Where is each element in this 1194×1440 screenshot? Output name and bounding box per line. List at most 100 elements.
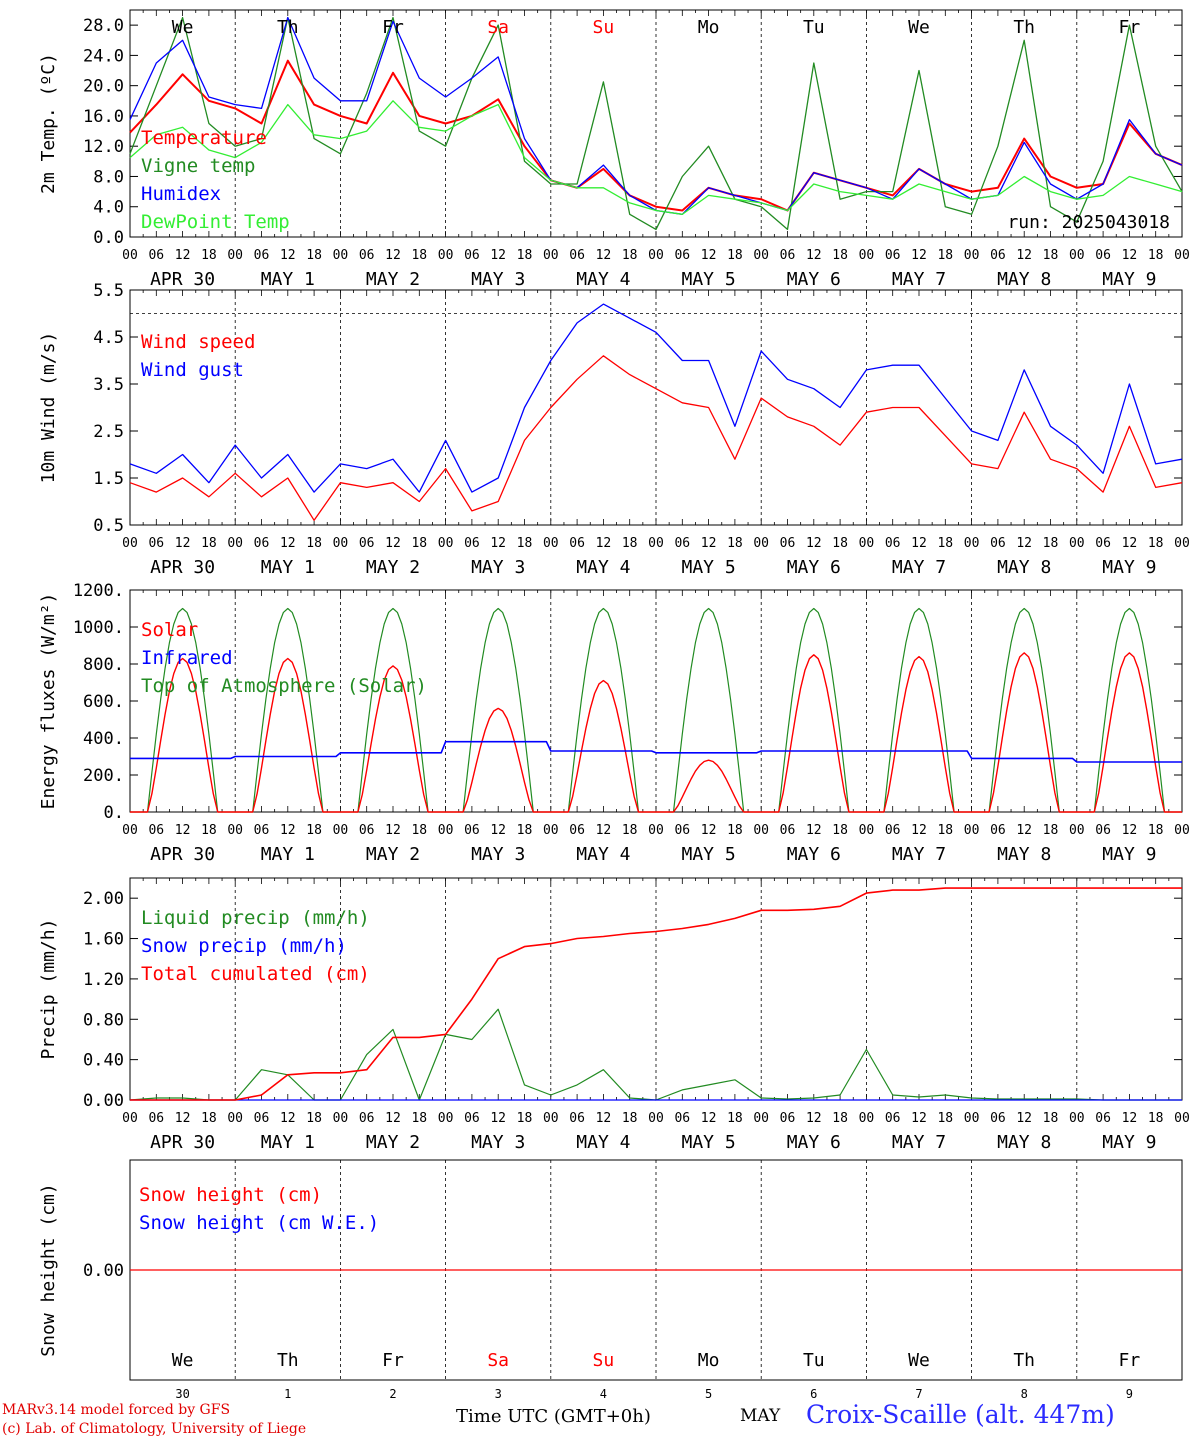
series-line	[129, 16, 1183, 231]
day-number: 5	[705, 1387, 712, 1401]
hour-tick-label: 06	[674, 823, 690, 838]
day-number: 6	[810, 1387, 817, 1401]
hour-tick-label: 18	[937, 248, 953, 263]
day-abbr: Fr	[1119, 17, 1141, 38]
hour-tick-label: 00	[1174, 248, 1190, 263]
y-tick-label: 12.0	[83, 137, 124, 157]
date-label: MAY 5	[682, 269, 736, 290]
legend-entry: Liquid precip (mm/h)	[141, 907, 370, 929]
date-label: MAY 1	[261, 557, 315, 578]
hour-tick-label: 06	[359, 823, 375, 838]
hour-tick-label: 12	[596, 248, 612, 263]
hour-tick-label: 12	[911, 248, 927, 263]
hour-tick-label: 18	[622, 248, 638, 263]
credit-line-2: (c) Lab. of Climatology, University of L…	[2, 1421, 307, 1437]
hour-tick-label: 18	[727, 536, 743, 551]
hour-tick-label: 00	[964, 536, 980, 551]
date-label: MAY 8	[997, 557, 1051, 578]
hour-tick-label: 06	[780, 248, 796, 263]
hour-tick-label: 12	[385, 536, 401, 551]
hour-tick-label: 00	[1069, 1111, 1085, 1126]
hour-tick-label: 18	[201, 1111, 217, 1126]
day-abbr: Su	[593, 1350, 615, 1371]
hour-tick-label: 06	[359, 536, 375, 551]
day-abbr: Su	[593, 17, 615, 38]
hour-tick-label: 12	[280, 536, 296, 551]
legend-entry: Temperature	[141, 127, 267, 149]
hour-tick-label: 06	[780, 1111, 796, 1126]
hour-tick-label: 12	[596, 536, 612, 551]
y-axis-label: 10m Wind (m/s)	[38, 332, 59, 484]
hour-tick-label: 00	[753, 1111, 769, 1126]
hour-tick-label: 06	[780, 823, 796, 838]
y-axis-label: Precip (mm/h)	[38, 919, 59, 1060]
hour-tick-label: 12	[280, 823, 296, 838]
hour-tick-label: 00	[438, 1111, 454, 1126]
series-line	[129, 100, 1183, 215]
hour-tick-label: 00	[859, 248, 875, 263]
hour-tick-label: 00	[859, 823, 875, 838]
date-label: MAY 6	[787, 1132, 841, 1153]
hour-tick-label: 12	[385, 248, 401, 263]
hour-tick-label: 00	[648, 536, 664, 551]
hour-tick-label: 06	[674, 248, 690, 263]
date-label: MAY 6	[787, 269, 841, 290]
run-annotation: run: 2025043018	[1007, 212, 1170, 233]
legend-entry: Wind gust	[141, 359, 244, 381]
y-axis-label: 2m Temp. (ºC)	[38, 53, 59, 194]
day-abbr: Fr	[382, 1350, 404, 1371]
hour-tick-label: 06	[464, 823, 480, 838]
hour-tick-label: 12	[701, 823, 717, 838]
hour-tick-label: 12	[490, 248, 506, 263]
hour-tick-label: 06	[254, 1111, 270, 1126]
day-abbr: Sa	[487, 1350, 509, 1371]
hour-tick-label: 06	[359, 248, 375, 263]
day-abbr: Th	[277, 1350, 299, 1371]
legend-entry: Vigne temp	[141, 155, 255, 177]
hour-tick-label: 12	[701, 536, 717, 551]
hour-tick-label: 12	[175, 536, 191, 551]
hour-tick-label: 00	[227, 823, 243, 838]
y-tick-label: 24.0	[83, 46, 124, 66]
day-abbr: Th	[1013, 1350, 1035, 1371]
date-label: MAY 8	[997, 269, 1051, 290]
hour-tick-label: 18	[937, 1111, 953, 1126]
date-label: MAY 4	[576, 557, 630, 578]
date-label: MAY 1	[261, 269, 315, 290]
y-tick-label: 5.5	[93, 281, 124, 301]
hour-tick-label: 00	[859, 536, 875, 551]
y-tick-label: 0.00	[83, 1261, 124, 1281]
date-label: MAY 9	[1102, 557, 1156, 578]
hour-tick-label: 00	[333, 823, 349, 838]
hour-tick-label: 18	[306, 823, 322, 838]
hour-tick-label: 00	[543, 536, 559, 551]
y-tick-label: 4.5	[93, 328, 124, 348]
hour-tick-label: 18	[306, 536, 322, 551]
day-abbr: Mo	[698, 1350, 720, 1371]
date-label: MAY 1	[261, 1132, 315, 1153]
hour-tick-label: 06	[674, 536, 690, 551]
hour-tick-label: 06	[885, 248, 901, 263]
hour-tick-label: 00	[1069, 248, 1085, 263]
y-tick-label: 20.0	[83, 77, 124, 97]
hour-tick-label: 12	[911, 823, 927, 838]
hour-tick-label: 06	[990, 1111, 1006, 1126]
day-number: 7	[915, 1387, 922, 1401]
hour-tick-label: 12	[911, 1111, 927, 1126]
hour-tick-label: 12	[280, 248, 296, 263]
legend-entry: Top of Atmosphere (Solar)	[141, 675, 427, 697]
date-label: MAY 6	[787, 557, 841, 578]
hour-tick-label: 18	[622, 823, 638, 838]
hour-tick-label: 06	[148, 823, 164, 838]
hour-tick-label: 18	[622, 536, 638, 551]
hour-tick-label: 00	[438, 248, 454, 263]
legend-entry: Snow height (cm)	[139, 1184, 322, 1206]
hour-tick-label: 12	[1122, 1111, 1138, 1126]
hour-tick-label: 18	[517, 1111, 533, 1126]
hour-tick-label: 18	[832, 536, 848, 551]
day-abbr: Mo	[698, 17, 720, 38]
hour-tick-label: 12	[1016, 248, 1032, 263]
hour-tick-label: 00	[122, 536, 138, 551]
y-tick-label: 1000.	[73, 618, 124, 638]
hour-tick-label: 00	[648, 1111, 664, 1126]
